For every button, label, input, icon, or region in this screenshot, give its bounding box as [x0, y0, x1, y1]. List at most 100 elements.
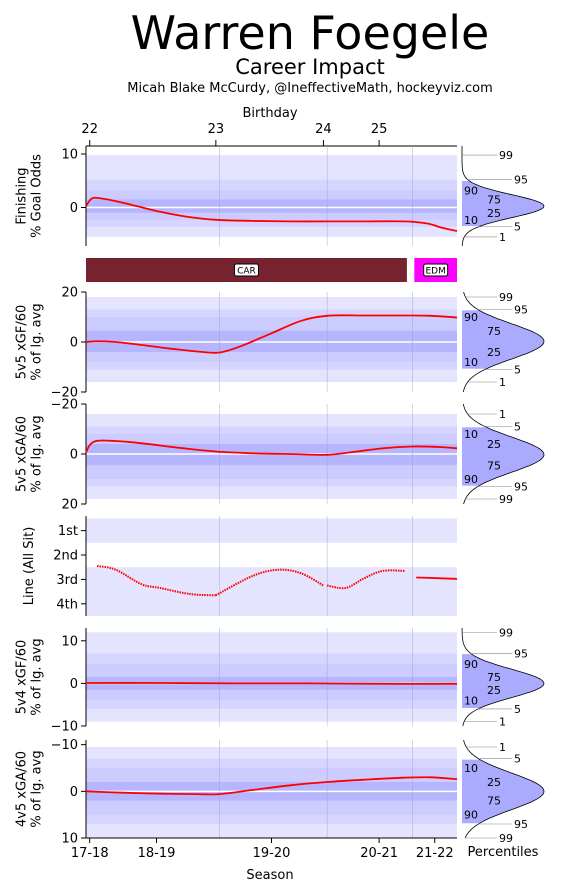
percentile-label: 75: [487, 671, 501, 684]
series-line: [85, 682, 458, 685]
percentile-label: 1: [499, 231, 506, 244]
percentile-label: 5: [514, 221, 521, 234]
density-fill: [462, 759, 544, 824]
season-axis-label: Season: [246, 868, 293, 883]
season-axis: Season Percentiles 17-18 18-19 19-20 20-21 2…: [71, 837, 539, 883]
team-badge: [233, 263, 259, 277]
percentile-label: 99: [499, 626, 513, 639]
y-axis-label: 4v5 xGA/60: [15, 751, 30, 827]
percentile-label: 99: [499, 493, 513, 506]
season-tick-label: 21-22: [416, 846, 454, 861]
y-axis-label: 5v5 xGF/60: [15, 305, 30, 380]
percentile-label: 75: [487, 325, 501, 338]
percentile-label: 5: [514, 753, 521, 766]
birthday-tick-label: 23: [208, 122, 225, 137]
percentile-label: 1: [499, 408, 506, 421]
y-tick-label: 0: [70, 785, 78, 800]
percentile-label: 90: [464, 473, 478, 486]
percentile-label: 25: [487, 346, 501, 359]
y-tick-label: 3rd: [56, 573, 78, 588]
y-axis-label: % of lg. avg: [30, 750, 45, 827]
y-tick-label: 10: [61, 148, 78, 163]
percentile-band: [86, 199, 457, 213]
percentile-label: 95: [514, 481, 528, 494]
y-tick-label: 2nd: [53, 549, 78, 564]
percentile-label: 75: [487, 795, 501, 808]
percentile-label: 10: [464, 762, 478, 775]
percentile-label: 10: [464, 356, 478, 369]
percentile-label: 5: [514, 364, 521, 377]
y-axis-label: Line (All Sit): [22, 527, 37, 606]
percentile-label: 5: [514, 703, 521, 716]
percentile-label: 10: [464, 214, 478, 227]
y-tick-label: 0: [70, 336, 78, 351]
percentile-label: 25: [487, 684, 501, 697]
y-tick-label: 10: [61, 634, 78, 649]
percentile-label: 1: [499, 741, 506, 754]
series-line: [85, 776, 458, 796]
season-tick-label: 20-21: [360, 846, 398, 861]
percentile-label: 99: [499, 832, 513, 845]
y-tick-label: 20: [61, 498, 78, 513]
y-axis-label: % Goal Odds: [30, 154, 45, 238]
density-outline: [462, 403, 545, 505]
y-axis-label: % of lg. avg: [30, 415, 45, 492]
y-tick-label: 0: [70, 448, 78, 463]
y-tick-label: −10: [51, 738, 78, 753]
line-deployment-segment: [96, 565, 216, 597]
density-outline: [461, 627, 545, 727]
y-axis-label: % of lg. avg: [30, 638, 45, 715]
y-axis-label: % of lg. avg: [30, 303, 45, 380]
panel-line: 1st 2nd 3rd 4th Line (All Sit): [22, 516, 458, 616]
percentile-label: 25: [487, 438, 501, 451]
percentile-label: 1: [499, 376, 506, 389]
birthday-axis: Birthday 22 23 24 25: [81, 106, 457, 147]
chart-subtitle: Career Impact: [235, 55, 384, 79]
percentile-label: 5: [514, 421, 521, 434]
percentile-label: 10: [464, 694, 478, 707]
y-tick-label: 0: [70, 201, 78, 216]
line-deployment-segment: [416, 576, 458, 580]
density-outline: [461, 146, 545, 247]
percentile-label: 95: [514, 648, 528, 661]
percentile-label: 90: [464, 311, 478, 324]
density-fill: [462, 427, 544, 486]
season-tick-label: 18-19: [138, 846, 176, 861]
birthday-tick-label: 25: [371, 122, 388, 137]
percentile-label: 99: [499, 291, 513, 304]
percentile-label: 90: [464, 658, 478, 671]
series-line: [85, 196, 458, 232]
birthday-tick-label: 24: [315, 122, 332, 137]
y-tick-label: 10: [61, 832, 78, 847]
density-fill: [462, 310, 544, 369]
percentiles-axis-label: Percentiles: [468, 845, 539, 860]
y-axis-label: 5v4 xGF/60: [15, 640, 30, 715]
percentile-label: 1: [499, 716, 506, 729]
y-axis-label: 5v5 xGA/60: [15, 416, 30, 492]
percentile-label: 25: [487, 207, 501, 220]
season-tick-label: 19-20: [253, 846, 291, 861]
percentile-label: 90: [464, 809, 478, 822]
percentile-label: 75: [487, 193, 501, 206]
player-name-title: Warren Foegele: [131, 6, 490, 60]
percentile-label: 75: [487, 459, 501, 472]
birthday-axis-label: Birthday: [242, 106, 297, 121]
header: Warren Foegele Career Impact Micah Blake…: [127, 6, 493, 96]
team-label: EDM: [425, 267, 445, 277]
line-deployment-segment: [215, 568, 324, 597]
team-badge: [423, 263, 449, 277]
percentile-label: 90: [464, 184, 478, 197]
line-band: [86, 591, 457, 616]
y-axis-label: Finishing: [15, 167, 30, 224]
y-tick-label: 4th: [56, 597, 78, 612]
season-tick-label: 17-18: [71, 846, 109, 861]
